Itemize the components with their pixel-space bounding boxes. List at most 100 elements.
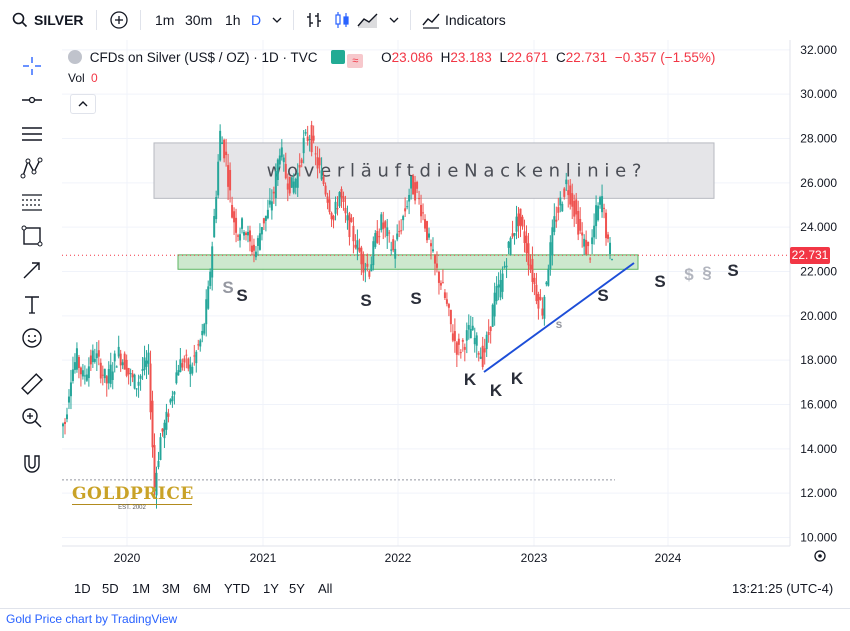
legend-close: 22.731	[565, 50, 608, 65]
candle-body	[420, 204, 423, 217]
range-ytd[interactable]: YTD	[224, 581, 250, 596]
bar-chart-type-icon[interactable]	[305, 11, 323, 29]
annotation-box[interactable]	[153, 142, 715, 199]
candle-body	[414, 182, 417, 201]
range-1m[interactable]: 1M	[132, 581, 151, 596]
range-1y[interactable]: 1Y	[263, 581, 279, 596]
range-all[interactable]: All	[318, 581, 333, 596]
candle-body	[479, 356, 482, 359]
pattern-icon[interactable]	[20, 156, 44, 180]
magnet-icon[interactable]	[20, 452, 44, 476]
horizontal-line-icon[interactable]	[20, 88, 44, 112]
candle-body	[99, 362, 102, 379]
symbol-search[interactable]: SILVER	[34, 12, 84, 28]
candle-body	[539, 296, 542, 300]
candle-body	[428, 233, 431, 238]
emoji-icon[interactable]	[20, 326, 44, 350]
price-tick-label: 24.000	[800, 220, 837, 234]
collapse-legend-button[interactable]	[70, 94, 96, 114]
market-status-icon[interactable]	[331, 50, 346, 64]
interval-1m[interactable]: 1m	[155, 12, 175, 28]
candle-body	[352, 225, 355, 242]
search-icon[interactable]	[12, 12, 28, 28]
ruler-icon[interactable]	[20, 372, 44, 396]
marker-s: S	[727, 261, 738, 280]
candle-body	[199, 340, 202, 347]
range-5d[interactable]: 5D	[102, 581, 119, 596]
candle-body	[358, 247, 361, 252]
wave-icon[interactable]: ≈	[347, 54, 364, 68]
clock-timezone[interactable]: 13:21:25 (UTC-4)	[732, 581, 834, 596]
arrow-brush-icon[interactable]	[20, 258, 44, 282]
marker-s: S	[222, 278, 233, 297]
candle-body	[601, 196, 604, 213]
price-tick-label: 18.000	[800, 353, 837, 367]
candle-body	[455, 342, 458, 355]
candle-body	[209, 271, 212, 286]
price-chart[interactable]: w o v e r l ä u f t d i e N a c k e n l …	[62, 40, 850, 570]
candle-body	[449, 309, 452, 325]
range-1d[interactable]: 1D	[74, 581, 91, 596]
candles-chart-type-icon[interactable]	[333, 11, 351, 29]
candle-body	[111, 371, 114, 380]
chevron-down-icon[interactable]	[272, 15, 282, 25]
range-5y[interactable]: 5Y	[289, 581, 305, 596]
price-tick-label: 12.000	[800, 486, 837, 500]
candle-body	[388, 232, 391, 234]
fib-retracement-icon[interactable]	[20, 190, 44, 214]
time-tick-label: 2020	[114, 551, 141, 565]
axis-settings-icon[interactable]	[814, 550, 826, 562]
candle-body	[131, 373, 134, 378]
candle-body	[372, 241, 375, 266]
parallel-lines-icon[interactable]	[20, 122, 44, 146]
price-tick-label: 14.000	[800, 442, 837, 456]
candle-body	[559, 197, 562, 206]
marker-paragraph: §	[702, 263, 711, 282]
legend-title[interactable]: CFDs on Silver (US$ / OZ) · 1D · TVC	[89, 50, 318, 65]
candle-body	[340, 188, 343, 198]
neckline-zone[interactable]	[177, 254, 639, 270]
crosshair-icon[interactable]	[20, 54, 44, 78]
candle-body	[493, 292, 496, 317]
gear-center	[818, 554, 822, 558]
candle-body	[541, 308, 544, 316]
interval-30m[interactable]: 30m	[185, 12, 213, 28]
candle-body	[422, 212, 425, 214]
candle-body	[485, 334, 488, 350]
area-chart-type-icon[interactable]	[357, 11, 379, 29]
interval-1h[interactable]: 1h	[225, 12, 241, 28]
text-tool-icon[interactable]	[20, 292, 44, 316]
rectangle-icon[interactable]	[20, 224, 44, 248]
candle-body	[429, 243, 432, 247]
zoom-in-icon[interactable]	[20, 406, 44, 430]
candle-body	[262, 218, 265, 224]
candle-body	[533, 277, 536, 285]
candle-body	[535, 284, 538, 301]
candle-body	[445, 299, 448, 304]
candle-body	[469, 328, 472, 339]
footer-attribution[interactable]: Gold Price chart by TradingView	[6, 612, 178, 626]
candle-body	[270, 201, 273, 211]
indicators-icon[interactable]	[422, 11, 440, 29]
candle-body	[607, 234, 610, 239]
candle-body	[147, 352, 150, 364]
candle-body	[79, 367, 82, 375]
trend-line[interactable]	[483, 262, 635, 373]
interval-d[interactable]: D	[251, 12, 262, 28]
candle-body	[149, 363, 152, 413]
candle-body	[481, 345, 484, 367]
candle-body	[527, 243, 530, 266]
range-6m[interactable]: 6M	[193, 581, 212, 596]
time-axis: 2020 2021 2022 2023 2024	[62, 545, 826, 565]
candle-body	[368, 271, 371, 277]
candle-body	[551, 227, 554, 256]
candle-body	[175, 372, 178, 384]
range-3m[interactable]: 3M	[162, 581, 181, 596]
compare-add-icon[interactable]	[110, 11, 128, 29]
indicators-button[interactable]: Indicators	[445, 12, 506, 28]
legend-low: 22.671	[506, 50, 549, 65]
marker-k: K	[490, 381, 503, 400]
candle-body	[312, 135, 315, 141]
candle-body	[231, 204, 234, 218]
chevron-down-icon[interactable]	[389, 15, 399, 25]
